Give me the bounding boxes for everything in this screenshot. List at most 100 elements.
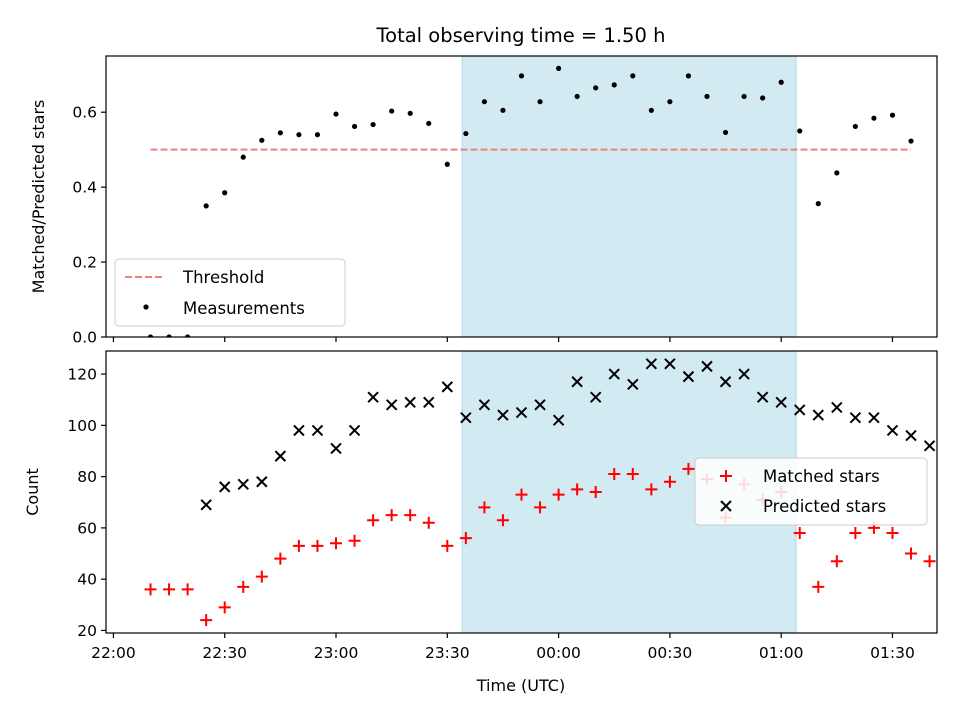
- legend-measurements-swatch: [143, 304, 149, 310]
- predicted-star-marker: [348, 424, 361, 437]
- measurement-point: [889, 112, 896, 118]
- count-legend: Matched stars Predicted stars: [694, 457, 928, 526]
- measurement-point: [852, 123, 858, 130]
- count-y-tick-label: 120: [67, 366, 97, 384]
- count-y-tick-label: 80: [77, 468, 97, 486]
- x-tick-label: 00:30: [648, 644, 693, 662]
- measurement-point: [871, 115, 877, 121]
- matched-star-marker: [905, 547, 918, 560]
- count-axes-frame: [105, 350, 938, 634]
- predicted-star-marker: [831, 401, 843, 414]
- matched-star-marker: [237, 580, 250, 593]
- matched-star-marker: [496, 514, 509, 527]
- predicted-star-marker: [385, 399, 398, 411]
- measurement-point: [908, 138, 914, 144]
- count-plot-area: [144, 358, 953, 627]
- legend-threshold-label: Threshold: [182, 268, 264, 287]
- x-tick-label: 01:00: [759, 644, 804, 662]
- matched-star-marker: [163, 583, 176, 596]
- count-y-tick-label: 40: [77, 571, 97, 589]
- predicted-star-marker: [812, 409, 824, 421]
- matched-star-marker: [367, 514, 380, 527]
- predicted-star-marker: [552, 414, 565, 426]
- measurement-point: [648, 107, 654, 113]
- measurement-point: [426, 120, 432, 127]
- measurement-point: [797, 128, 803, 134]
- ratio-panel: 0.0 0.2 0.4 0.6 Matched/Predicted stars Thres…: [29, 55, 938, 347]
- matched-star-marker: [886, 527, 899, 540]
- predicted-star-marker: [682, 370, 695, 383]
- matched-star-marker: [274, 552, 287, 565]
- legend-measurements-label: Measurements: [183, 299, 305, 318]
- ratio-plot-area: [147, 65, 914, 337]
- measurement-point: [778, 79, 784, 85]
- measurement-point: [760, 95, 766, 101]
- matched-star-marker: [849, 527, 862, 540]
- matched-star-marker: [181, 583, 194, 596]
- matched-star-marker: [589, 486, 602, 498]
- measurement-point: [834, 170, 840, 176]
- predicted-star-marker: [719, 376, 732, 388]
- x-tick-label: 00:00: [536, 644, 581, 662]
- count-y-axis-label: Count: [23, 468, 42, 516]
- matched-star-marker: [645, 483, 658, 496]
- matched-star-marker: [923, 555, 936, 568]
- predicted-star-marker: [868, 411, 880, 424]
- measurement-point: [630, 73, 636, 79]
- predicted-star-marker: [775, 396, 787, 408]
- predicted-star-marker: [627, 378, 639, 391]
- ratio-y-tick-label: 0.2: [72, 254, 97, 272]
- count-y-tick-label: 100: [67, 417, 97, 435]
- x-tick-label: 23:30: [425, 644, 470, 662]
- ratio-y-tick-label: 0.6: [72, 104, 97, 122]
- matched-star-marker: [422, 516, 435, 529]
- count-y-tick-label: 60: [77, 519, 97, 537]
- predicted-star-marker: [441, 381, 454, 393]
- predicted-star-marker: [756, 391, 769, 403]
- predicted-star-marker: [497, 409, 509, 421]
- measurement-point: [444, 161, 450, 167]
- matched-star-marker: [459, 532, 472, 545]
- measurement-point: [333, 111, 339, 117]
- predicted-star-marker: [905, 429, 917, 442]
- measurement-point: [611, 82, 617, 88]
- measurement-point: [240, 154, 246, 160]
- predicted-star-marker: [460, 411, 472, 424]
- x-axis-label: Time (UTC): [476, 676, 565, 695]
- predicted-star-marker: [943, 449, 953, 459]
- matched-star-marker: [144, 583, 157, 596]
- legend-predicted-swatch: [720, 500, 732, 512]
- ratio-legend-box: [114, 258, 346, 327]
- ratio-axes-frame: [105, 55, 938, 338]
- matched-star-marker: [441, 539, 454, 552]
- measurement-point: [685, 73, 692, 79]
- matched-star-marker: [663, 475, 676, 488]
- x-tick-label: 22:00: [91, 644, 136, 662]
- measurement-point: [722, 129, 729, 136]
- matched-star-marker: [682, 462, 695, 475]
- predicted-star-marker: [293, 424, 305, 437]
- x-tick-label: 23:00: [314, 644, 359, 662]
- predicted-star-marker: [423, 396, 435, 408]
- measurement-point: [704, 93, 710, 100]
- predicted-star-marker: [794, 404, 806, 416]
- predicted-star-marker: [478, 399, 491, 411]
- measurement-point: [555, 65, 562, 71]
- predicted-star-marker: [219, 481, 231, 493]
- predicted-star-marker: [738, 368, 750, 380]
- measurement-point: [407, 110, 413, 116]
- predicted-star-marker: [200, 499, 212, 511]
- predicted-star-marker: [849, 411, 862, 424]
- matched-star-marker: [515, 488, 528, 501]
- predicted-star-marker: [571, 376, 583, 388]
- predicted-star-marker: [534, 399, 546, 411]
- predicted-star-marker: [701, 360, 713, 373]
- measurement-point: [463, 130, 469, 137]
- matched-star-marker: [793, 527, 806, 540]
- measurement-point: [203, 203, 209, 209]
- predicted-star-marker: [608, 368, 620, 380]
- ratio-legend: Threshold Measurements: [114, 258, 346, 327]
- measurement-point: [259, 137, 265, 143]
- matched-star-marker: [218, 601, 231, 614]
